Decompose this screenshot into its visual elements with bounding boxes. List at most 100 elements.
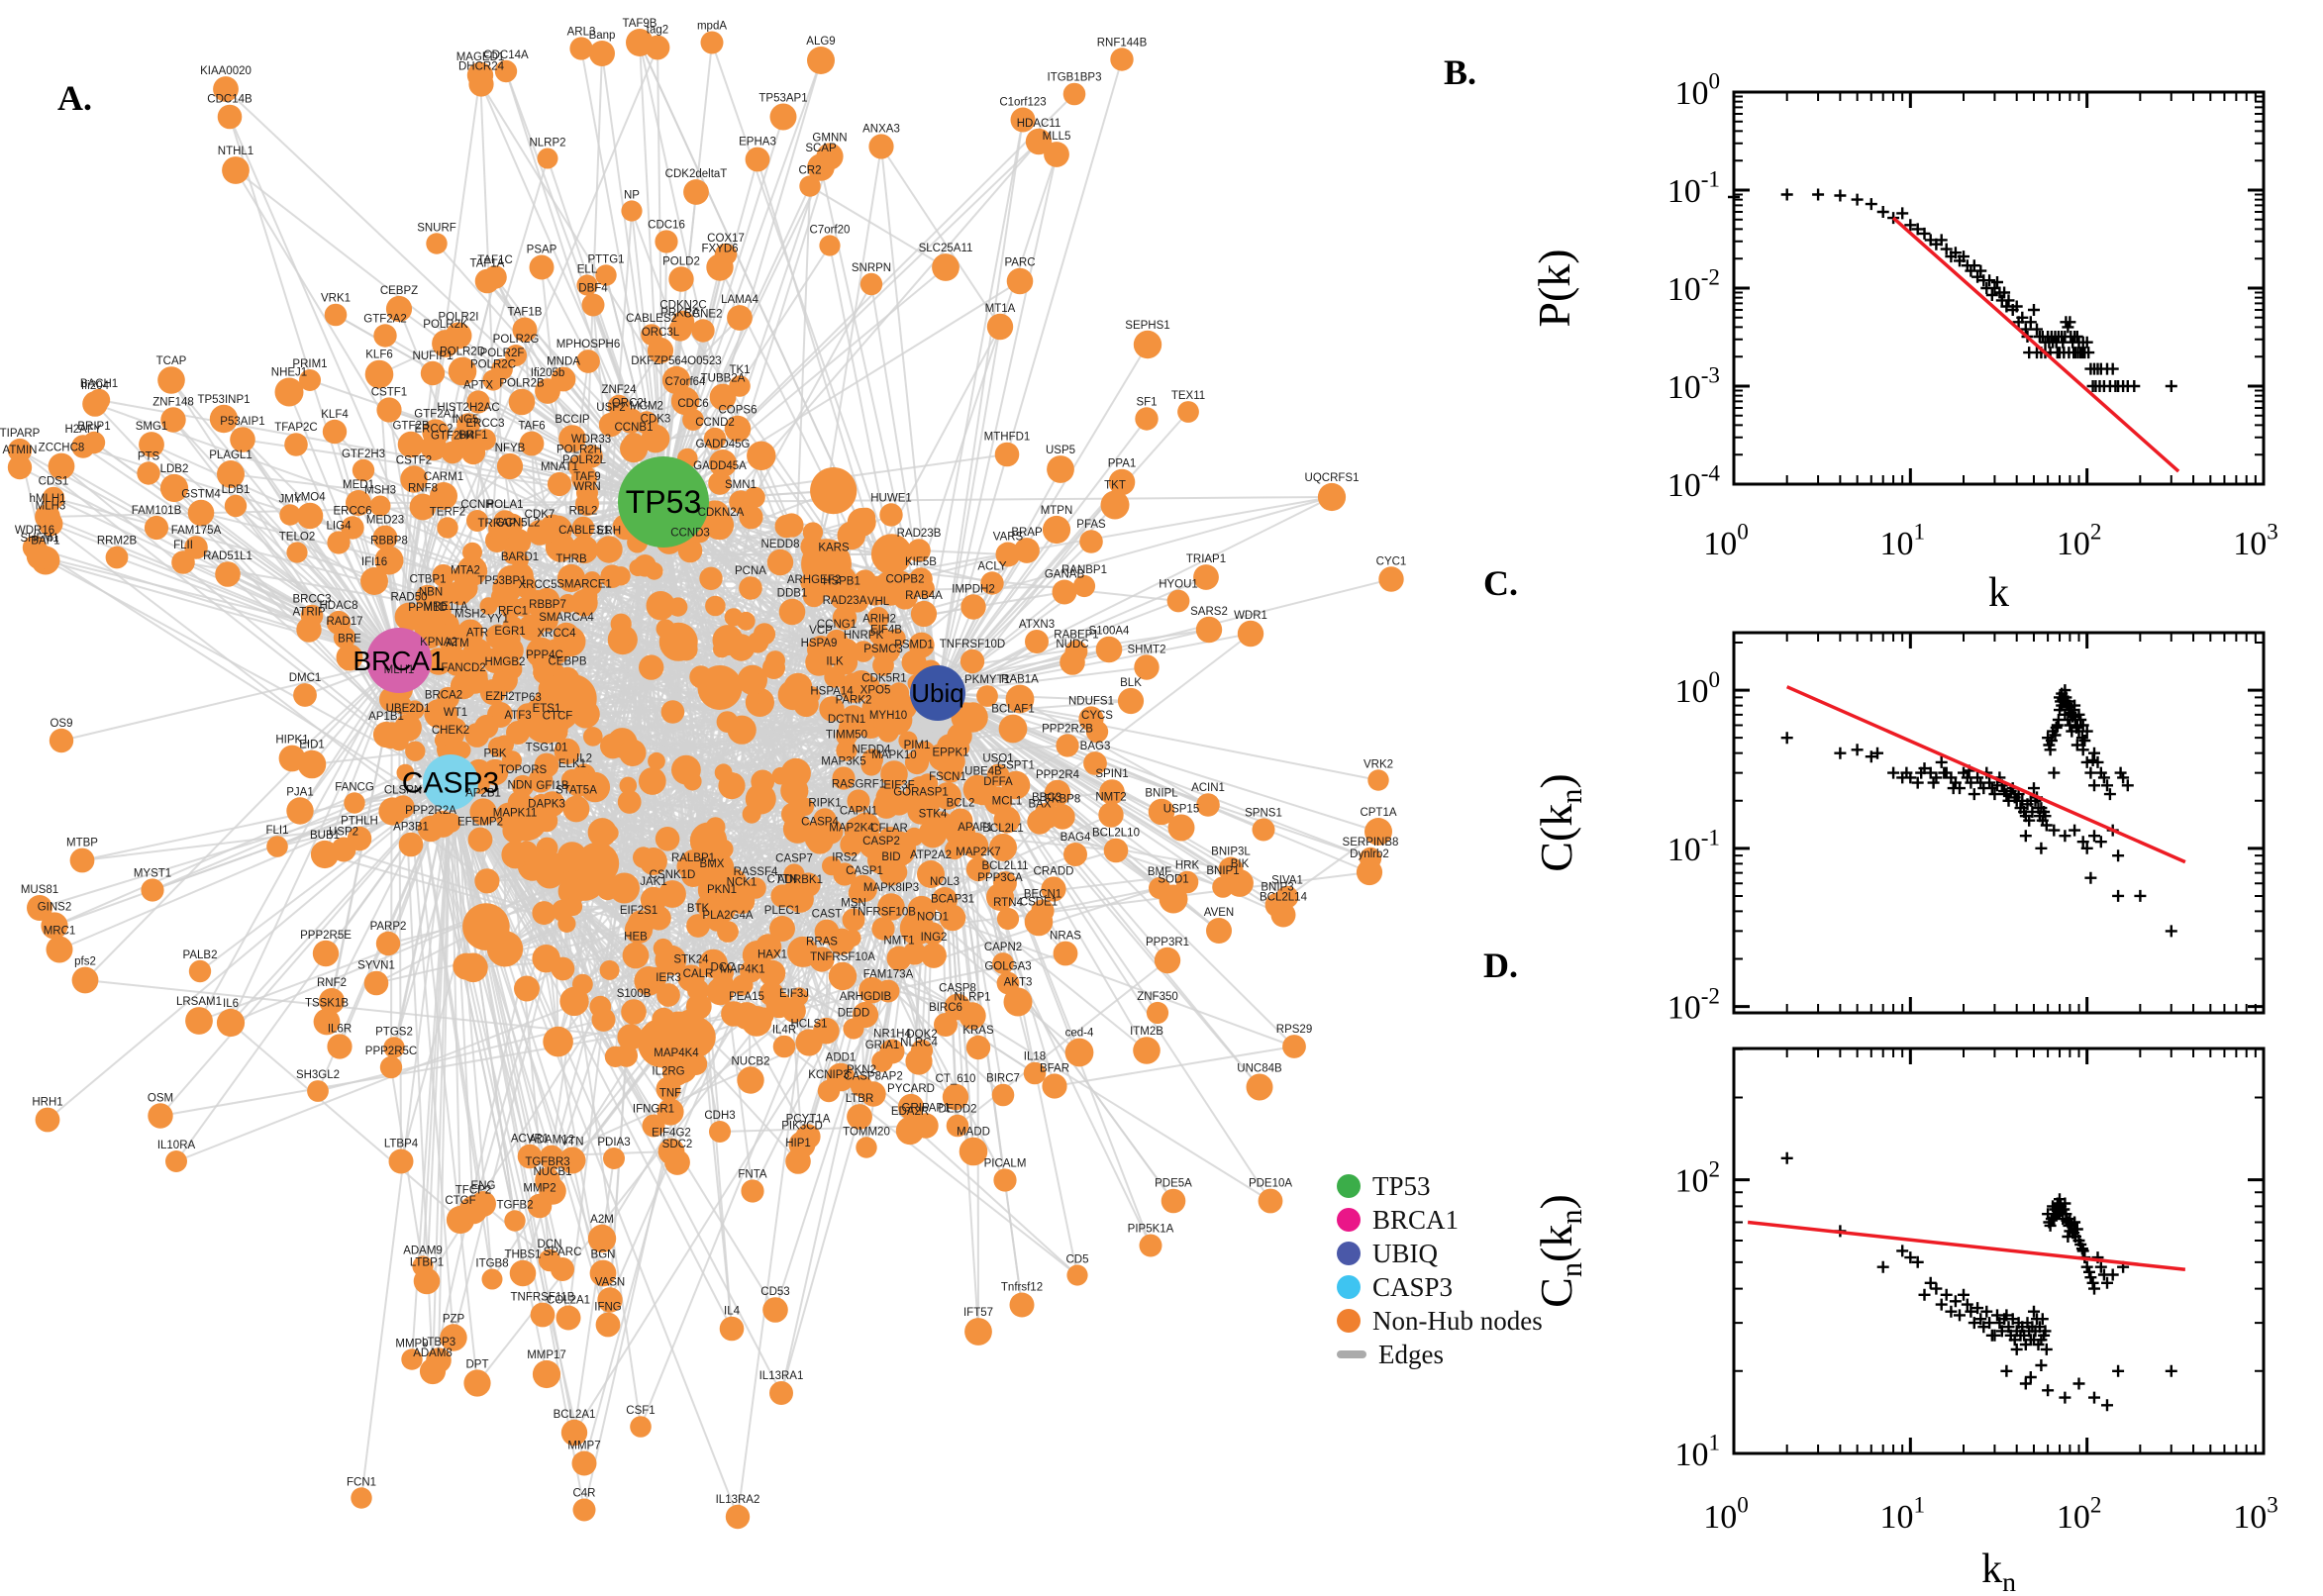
network-node[interactable] [558, 1147, 586, 1174]
network-node[interactable] [1317, 482, 1347, 512]
network-node[interactable] [1010, 107, 1036, 133]
network-node[interactable] [1196, 793, 1220, 817]
network-node[interactable] [185, 1007, 213, 1035]
network-node[interactable] [413, 1267, 441, 1295]
network-node[interactable] [1072, 574, 1096, 598]
network-node[interactable] [1139, 1234, 1162, 1257]
network-node[interactable] [496, 452, 524, 480]
network-node[interactable] [420, 434, 448, 461]
network-node[interactable] [571, 1450, 597, 1476]
network-node[interactable] [160, 407, 186, 433]
network-node[interactable] [769, 103, 797, 131]
network-node[interactable] [993, 1168, 1017, 1192]
network-node[interactable] [1014, 538, 1040, 563]
network-node[interactable] [336, 644, 363, 671]
network-node[interactable] [576, 349, 600, 373]
network-node[interactable] [1282, 1035, 1306, 1058]
network-node[interactable] [819, 696, 845, 722]
network-node[interactable] [398, 832, 424, 857]
network-node[interactable] [778, 598, 806, 626]
network-node[interactable] [989, 834, 1017, 861]
network-node[interactable] [741, 1179, 764, 1203]
network-node[interactable] [519, 431, 545, 456]
network-node[interactable] [1085, 720, 1109, 744]
network-node[interactable] [1193, 564, 1219, 590]
network-node[interactable] [603, 1147, 625, 1169]
network-node[interactable] [466, 510, 488, 532]
network-node[interactable] [1047, 455, 1074, 483]
network-node[interactable] [1258, 1188, 1283, 1214]
network-node[interactable] [209, 404, 239, 434]
network-node[interactable] [840, 833, 863, 856]
network-node[interactable] [35, 1107, 60, 1133]
network-node[interactable] [440, 1324, 467, 1351]
network-node[interactable] [807, 47, 835, 74]
network-node[interactable] [872, 654, 894, 676]
network-node[interactable] [481, 1268, 503, 1290]
network-node[interactable] [38, 511, 63, 537]
network-node[interactable] [934, 782, 961, 810]
network-node[interactable] [217, 460, 245, 488]
network-node[interactable] [1044, 779, 1071, 807]
network-node[interactable] [313, 1008, 341, 1036]
network-node[interactable] [1041, 876, 1066, 902]
network-node[interactable] [213, 76, 239, 102]
network-node[interactable] [670, 386, 700, 416]
network-node[interactable] [739, 576, 762, 600]
network-node[interactable] [512, 317, 538, 343]
network-node[interactable] [683, 179, 709, 205]
network-node[interactable] [719, 1316, 745, 1342]
network-node[interactable] [1063, 843, 1087, 866]
network-node[interactable] [373, 324, 397, 348]
network-node[interactable] [444, 648, 471, 676]
network-node[interactable] [648, 751, 665, 770]
network-node[interactable] [769, 916, 795, 942]
network-node[interactable] [880, 760, 908, 788]
network-node[interactable] [1023, 1061, 1047, 1085]
network-node[interactable] [319, 988, 345, 1014]
network-node[interactable] [1060, 649, 1085, 675]
network-node[interactable] [1044, 142, 1069, 167]
network-node[interactable] [333, 626, 356, 649]
network-node[interactable] [1161, 1188, 1186, 1214]
network-node[interactable] [986, 883, 1014, 911]
network-node[interactable] [996, 907, 1020, 931]
network-node[interactable] [1356, 858, 1383, 886]
network-node[interactable] [917, 860, 945, 888]
network-node[interactable] [441, 441, 464, 464]
network-node[interactable] [1005, 684, 1035, 714]
network-node[interactable] [897, 1093, 925, 1121]
network-node[interactable] [364, 359, 394, 389]
network-node[interactable] [976, 685, 998, 707]
network-node[interactable] [1100, 490, 1130, 520]
network-node[interactable] [327, 1034, 353, 1059]
network-node[interactable] [494, 59, 518, 83]
network-node[interactable] [587, 1224, 617, 1253]
network-node[interactable] [509, 1259, 537, 1287]
network-node[interactable] [1206, 918, 1232, 944]
network-node[interactable] [1148, 798, 1175, 826]
network-node[interactable] [437, 517, 458, 539]
network-node[interactable] [547, 471, 572, 497]
network-node[interactable] [709, 383, 737, 411]
network-node[interactable] [993, 806, 1021, 834]
network-node[interactable] [307, 1080, 329, 1102]
network-node[interactable] [766, 549, 794, 576]
network-node[interactable] [843, 1018, 864, 1040]
network-node[interactable] [836, 740, 858, 761]
network-node[interactable] [400, 465, 428, 493]
network-node[interactable] [463, 1369, 491, 1397]
network-node[interactable] [46, 936, 73, 963]
network-node[interactable] [886, 629, 906, 648]
network-node[interactable] [7, 454, 33, 480]
network-node[interactable] [1103, 838, 1129, 863]
network-node[interactable] [474, 268, 500, 294]
network-node[interactable] [745, 147, 770, 172]
network-node[interactable] [1042, 515, 1071, 545]
network-node[interactable] [139, 432, 164, 457]
network-node[interactable] [296, 502, 324, 530]
network-node[interactable] [372, 525, 398, 550]
network-node[interactable] [141, 878, 164, 902]
network-node[interactable] [324, 303, 348, 327]
network-node[interactable] [959, 1137, 988, 1166]
